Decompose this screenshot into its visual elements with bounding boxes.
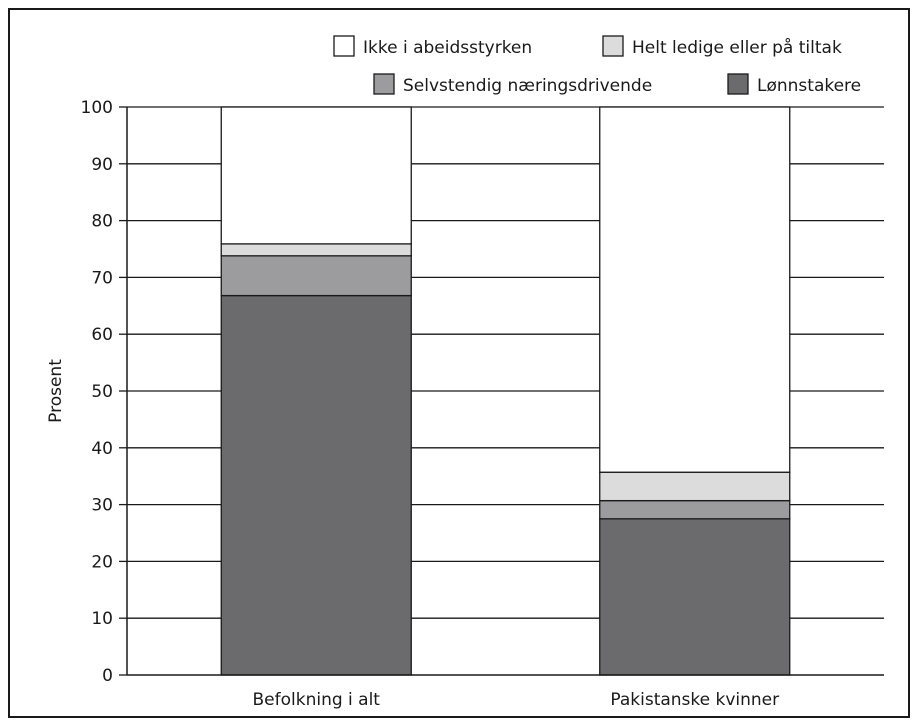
y-tick-label: 70 (91, 268, 113, 288)
bar-segment (599, 499, 791, 520)
bar-segment (220, 255, 412, 297)
legend-label: Ikke i abeidsstyrken (363, 38, 532, 58)
x-tick-labels: Befolkning i alt Pakistanske kvinner (253, 690, 780, 710)
y-tick-label: 40 (91, 439, 113, 459)
legend-swatch (727, 73, 749, 95)
legend-swatch (602, 35, 624, 57)
y-tick-label: 90 (91, 155, 113, 175)
legend: Ikke i abeidsstyrken Helt ledige eller på… (333, 35, 861, 96)
bar-segment (220, 294, 412, 676)
x-tick-label: Befolkning i alt (253, 690, 381, 710)
y-tick-label: 0 (102, 666, 113, 686)
y-tick-label: 100 (81, 98, 113, 118)
bars (220, 106, 791, 676)
y-tick-label: 20 (91, 552, 113, 572)
x-tick-label: Pakistanske kvinner (610, 690, 779, 710)
bar-segment (599, 471, 791, 502)
axes (119, 106, 884, 676)
bar-segment (599, 518, 791, 676)
legend-swatch (373, 73, 395, 95)
legend-swatch (333, 35, 355, 57)
bar-segment (220, 106, 412, 245)
y-axis-label: Prosent (46, 359, 66, 423)
y-tick-labels: 0 10 20 30 40 50 60 70 80 90 100 (81, 98, 113, 686)
y-tick-label: 50 (91, 382, 113, 402)
legend-label: Lønnstakere (757, 76, 861, 96)
y-tick-label: 30 (91, 496, 113, 516)
bar-segment (599, 106, 791, 473)
legend-label: Selvstendig næringsdrivende (403, 76, 652, 96)
y-tick-label: 60 (91, 325, 113, 345)
legend-label: Helt ledige eller på tiltak (632, 37, 842, 58)
bar-segment (220, 243, 412, 257)
y-tick-label: 80 (91, 212, 113, 232)
y-tick-label: 10 (91, 609, 113, 629)
